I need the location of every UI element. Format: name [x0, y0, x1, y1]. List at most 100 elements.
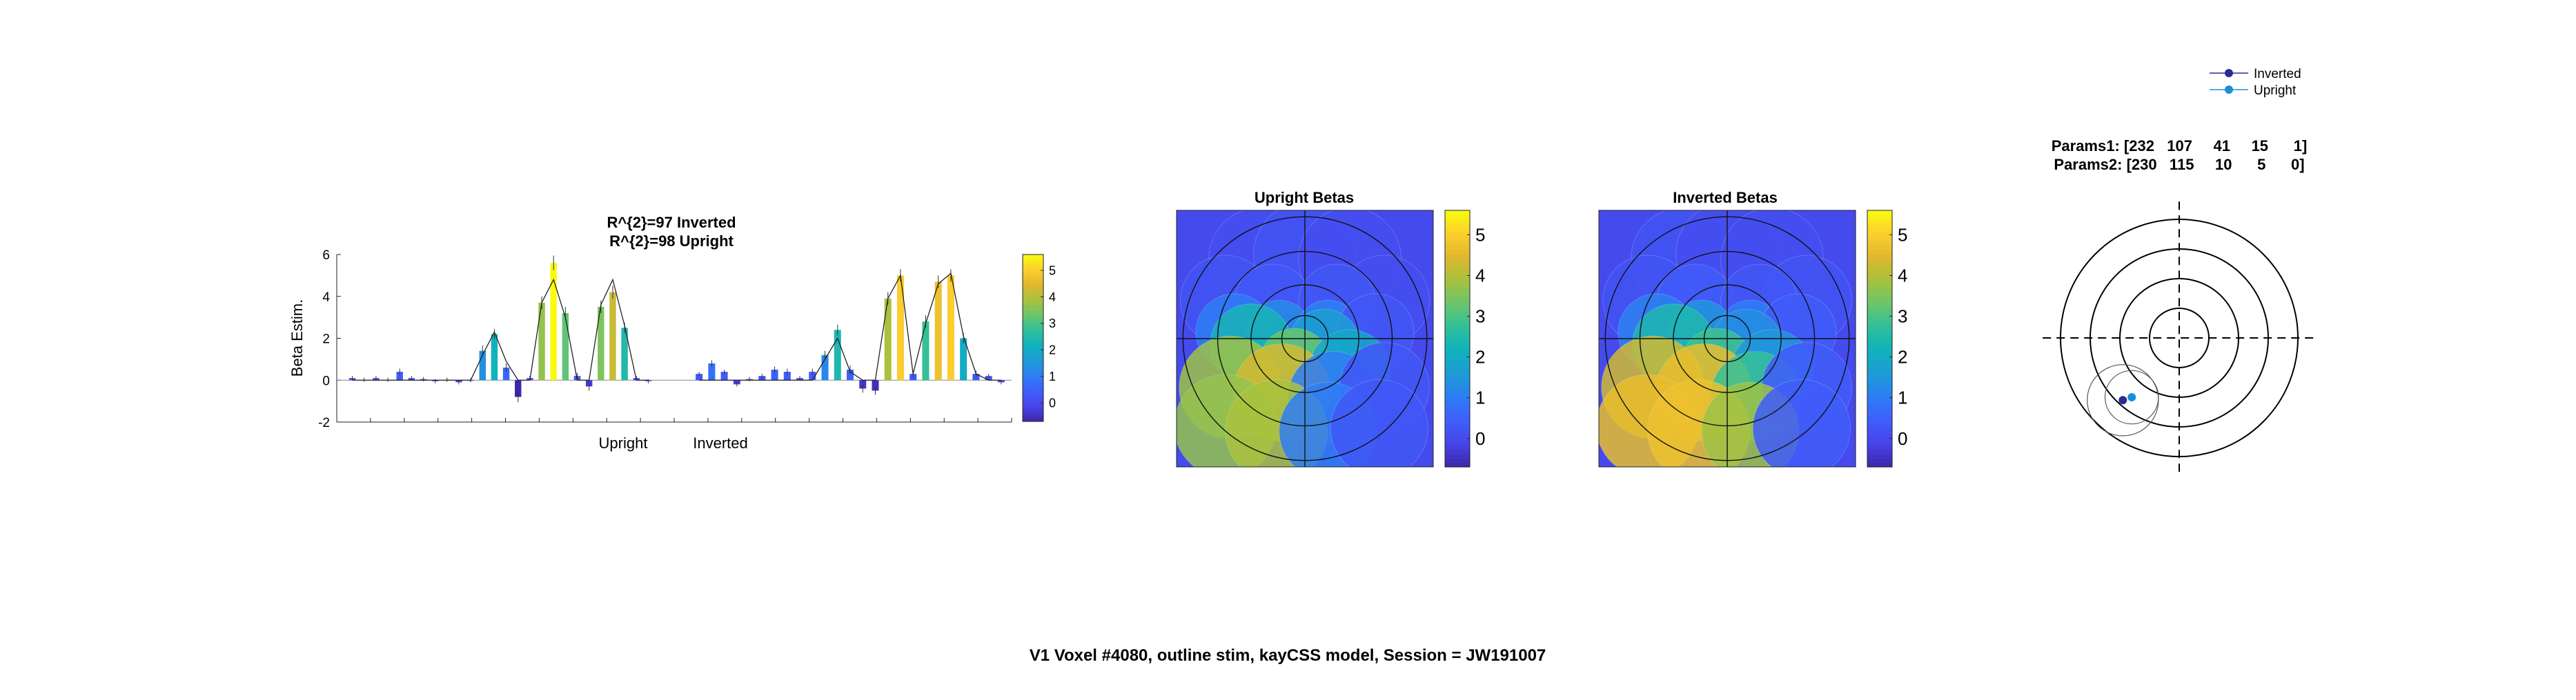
bar — [550, 263, 557, 381]
bar-cbar-swatch — [1023, 401, 1043, 406]
legend: Inverted Upright — [2210, 67, 2301, 98]
map-cbar-swatch — [1445, 326, 1470, 331]
map-cbar-swatch — [1867, 257, 1892, 262]
upright-betas-colorbar: 0 1 2 3 4 5 — [1444, 210, 1485, 468]
map-cbar-swatch — [1445, 270, 1470, 275]
bar — [771, 370, 778, 381]
map-frame — [1176, 210, 1434, 468]
bar-cbar-swatch — [1023, 410, 1043, 414]
map-cbar-swatch — [1867, 240, 1892, 246]
bar — [562, 313, 569, 381]
bar-cbar-swatch — [1023, 266, 1043, 269]
polar-ring — [2119, 278, 2239, 398]
bar-cbar-tick-label: 1 — [1049, 370, 1056, 383]
map-cbar-swatch — [1867, 407, 1892, 412]
bar-cbar-tick-label: 4 — [1049, 290, 1056, 304]
map-cbar-swatch — [1445, 407, 1470, 412]
bar — [960, 338, 967, 381]
bar — [696, 374, 703, 381]
map-cbar-swatch — [1445, 419, 1470, 425]
map-cbar-swatch — [1867, 308, 1892, 314]
map-cbar-frame — [1867, 210, 1893, 468]
map-cbar-swatch — [1867, 283, 1892, 288]
map-cbar-swatch — [1867, 351, 1892, 357]
map-cbar-swatch — [1445, 223, 1470, 228]
map-cbar-swatch — [1445, 287, 1470, 292]
prf-center-point — [2118, 396, 2127, 405]
map-cbar-swatch — [1445, 360, 1470, 365]
map-cbar-swatch — [1445, 304, 1470, 310]
map-cbar-swatch — [1445, 210, 1470, 215]
map-cbar-swatch — [1445, 355, 1470, 361]
map-cbar-swatch — [1867, 244, 1892, 250]
bar-cbar-swatch — [1023, 371, 1043, 375]
upright-betas-map: Upright Betas 0 1 2 3 4 5 — [1176, 189, 1485, 468]
map-cbar-swatch — [1867, 446, 1892, 450]
bar-cbar-swatch — [1023, 310, 1043, 314]
map-cbar-swatch — [1867, 296, 1892, 301]
y-tick-label: 6 — [322, 248, 330, 263]
polar-ring — [2060, 219, 2299, 457]
bar — [479, 350, 486, 381]
map-cbar-swatch — [1867, 287, 1892, 292]
group-label-upright: Upright — [599, 434, 648, 452]
map-cbar-swatch — [1445, 321, 1470, 326]
legend-marker-upright — [2225, 86, 2233, 94]
map-cbar-swatch — [1445, 308, 1470, 314]
bar-cbar-swatch — [1023, 271, 1043, 274]
bar — [809, 372, 816, 381]
model-fit-line — [699, 272, 1001, 381]
map-cbar-swatch — [1867, 419, 1892, 425]
bar-cbar-swatch — [1023, 268, 1043, 272]
y-tick-label: 4 — [322, 290, 330, 305]
bar-cbar-swatch — [1023, 312, 1043, 317]
map-cbar-swatch — [1867, 214, 1892, 219]
bar-cbar-swatch — [1023, 379, 1043, 383]
map-cbar-swatch — [1867, 236, 1892, 241]
map-cbar-tick-label: 1 — [1475, 388, 1485, 408]
map-cbar-swatch — [1867, 326, 1892, 331]
map-cbar-swatch — [1867, 377, 1892, 382]
map-cbar-swatch — [1445, 398, 1470, 403]
bar-cbar-swatch — [1023, 349, 1043, 352]
map-cbar-swatch — [1445, 253, 1470, 258]
map-cbar-swatch — [1867, 219, 1892, 224]
map-cbar-swatch — [1445, 424, 1470, 429]
map-cbar-swatch — [1445, 317, 1470, 322]
map-cbar-swatch — [1867, 339, 1892, 343]
bar-cbar-tick-label: 3 — [1049, 317, 1056, 330]
map-cbar-swatch — [1445, 219, 1470, 224]
prf-polar-plot: Params1: [232 107 41 15 1] Params2: [230… — [2043, 67, 2316, 474]
bar — [947, 275, 954, 381]
map-cbar-swatch — [1867, 398, 1892, 403]
bar-cbar-swatch — [1023, 290, 1043, 294]
bar — [934, 281, 942, 381]
inverted-betas-colorbar: 0 1 2 3 4 5 — [1867, 210, 1907, 468]
bar-cbar-swatch — [1023, 407, 1043, 411]
map-cbar-swatch — [1867, 266, 1892, 271]
beta-bar-chart: R^{2}=97 Inverted R^{2}=98 Upright Beta … — [288, 214, 1056, 452]
map-cbar-tick-label: 5 — [1475, 225, 1485, 246]
bar — [834, 330, 841, 381]
map-cbar-swatch — [1867, 394, 1892, 399]
map-cbar-swatch — [1867, 437, 1892, 442]
bar-cbar-swatch — [1023, 323, 1043, 328]
map-cbar-swatch — [1867, 360, 1892, 365]
map-cbar-swatch — [1445, 244, 1470, 250]
bar — [846, 370, 854, 381]
map-cbar-swatch — [1445, 330, 1470, 335]
inverted-betas-image — [1598, 210, 1856, 468]
bar-cbar-tick-label: 2 — [1049, 343, 1056, 357]
map-cbar-swatch — [1445, 240, 1470, 246]
model-fit-line — [352, 278, 649, 381]
bar-cbar-swatch — [1023, 304, 1043, 308]
bar-plot-area: -2 0 2 4 6 — [318, 248, 1012, 430]
legend-label-inverted: Inverted — [2254, 67, 2301, 81]
bar-chart-title-line-1: R^{2}=97 Inverted — [607, 214, 736, 231]
map-cbar-swatch — [1445, 462, 1470, 468]
bar — [609, 292, 616, 381]
map-cbar-swatch — [1445, 377, 1470, 382]
bar-cbar-swatch — [1023, 321, 1043, 325]
bar — [896, 275, 904, 381]
